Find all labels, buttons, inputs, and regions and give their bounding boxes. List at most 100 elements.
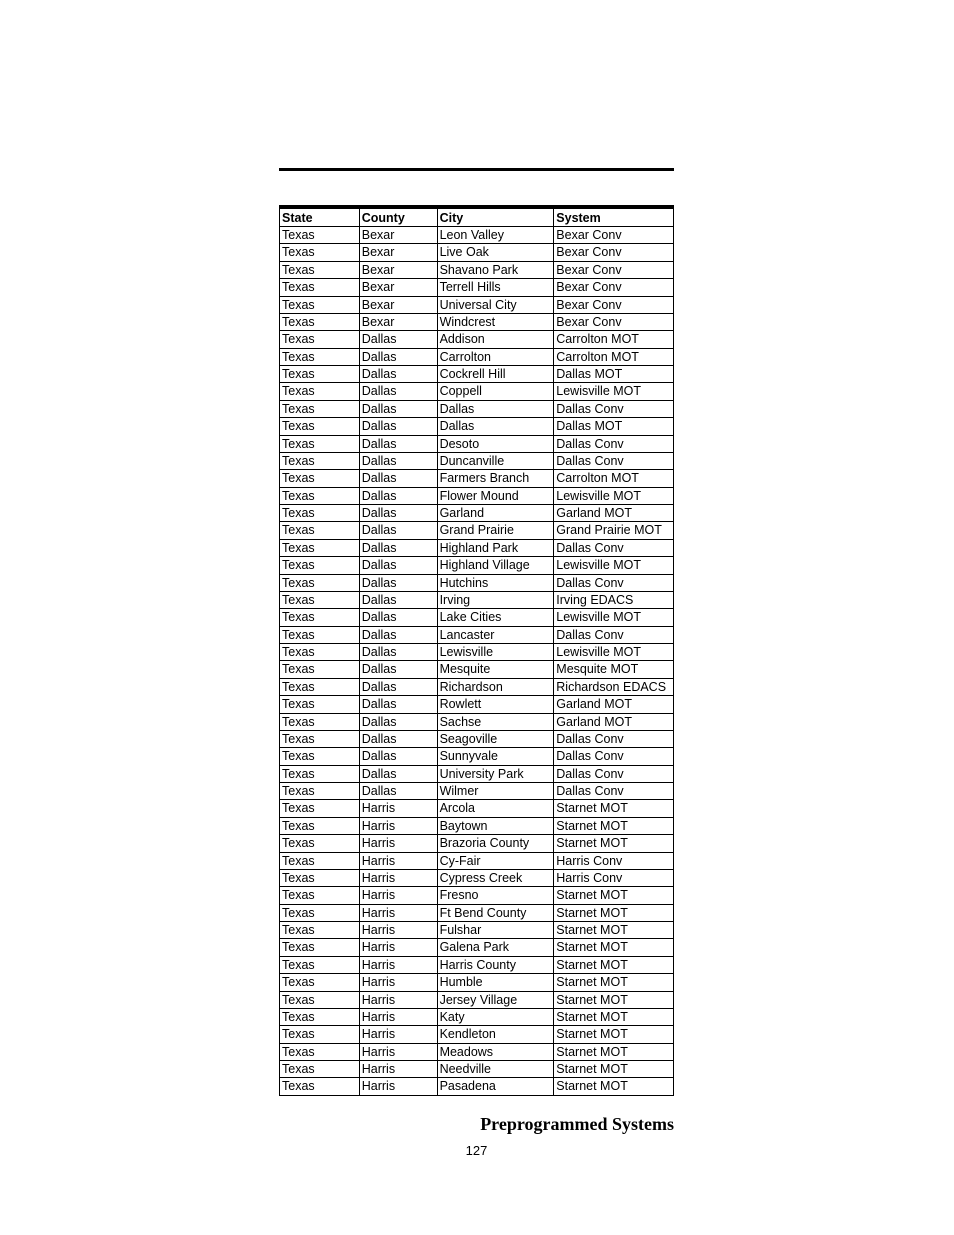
table-row: TexasHarrisJersey VillageStarnet MOT [280,991,674,1008]
table-cell: Dallas [359,366,437,383]
table-cell: Dallas MOT [554,366,674,383]
table-cell: Dallas [359,522,437,539]
table-cell: Bexar [359,227,437,244]
table-cell: Texas [280,730,360,747]
table-cell: Texas [280,418,360,435]
table-row: TexasDallasSunnyvaleDallas Conv [280,748,674,765]
table-row: TexasDallasDuncanvilleDallas Conv [280,452,674,469]
table-cell: Mesquite MOT [554,661,674,678]
table-row: TexasHarrisFulsharStarnet MOT [280,922,674,939]
table-row: TexasDallasUniversity ParkDallas Conv [280,765,674,782]
table-cell: Dallas [359,505,437,522]
table-cell: Texas [280,244,360,261]
table-cell: Texas [280,470,360,487]
table-cell: Texas [280,713,360,730]
table-cell: Desoto [437,435,554,452]
table-cell: Lewisville MOT [554,383,674,400]
table-cell: Harris Conv [554,852,674,869]
table-cell: Dallas [359,383,437,400]
table-row: TexasHarrisArcolaStarnet MOT [280,800,674,817]
table-cell: Dallas [359,574,437,591]
table-cell: Dallas MOT [554,418,674,435]
table-row: TexasHarrisHumbleStarnet MOT [280,974,674,991]
table-cell: Harris [359,922,437,939]
table-row: TexasHarrisMeadowsStarnet MOT [280,1043,674,1060]
table-cell: Texas [280,1061,360,1078]
table-cell: Texas [280,678,360,695]
table-cell: Texas [280,383,360,400]
table-cell: Texas [280,1008,360,1025]
table-cell: Harris [359,817,437,834]
table-cell: Bexar Conv [554,279,674,296]
table-cell: Cy-Fair [437,852,554,869]
table-cell: Texas [280,591,360,608]
table-cell: Highland Village [437,557,554,574]
table-cell: Sachse [437,713,554,730]
table-cell: Harris [359,1043,437,1060]
table-cell: Texas [280,296,360,313]
table-cell: Starnet MOT [554,1043,674,1060]
table-row: TexasHarrisFresnoStarnet MOT [280,887,674,904]
header-city: City [437,209,554,227]
table-cell: Irving EDACS [554,591,674,608]
table-cell: Starnet MOT [554,817,674,834]
table-cell: Texas [280,609,360,626]
table-cell: Harris [359,800,437,817]
table-cell: Dallas Conv [554,435,674,452]
table-cell: Carrolton MOT [554,331,674,348]
table-cell: Starnet MOT [554,991,674,1008]
table-cell: Galena Park [437,939,554,956]
table-row: TexasDallasLancasterDallas Conv [280,626,674,643]
table-cell: Texas [280,765,360,782]
table-cell: Texas [280,991,360,1008]
table-cell: Dallas Conv [554,730,674,747]
table-cell: Dallas Conv [554,452,674,469]
table-cell: Dallas [359,591,437,608]
table-cell: Dallas [359,713,437,730]
table-cell: Texas [280,835,360,852]
table-cell: Texas [280,626,360,643]
table-row: TexasDallasMesquiteMesquite MOT [280,661,674,678]
table-cell: Lake Cities [437,609,554,626]
table-row: TexasDallasRowlettGarland MOT [280,696,674,713]
table-row: TexasDallasHutchinsDallas Conv [280,574,674,591]
table-cell: Starnet MOT [554,1008,674,1025]
table-cell: Bexar [359,244,437,261]
table-row: TexasHarrisKendletonStarnet MOT [280,1026,674,1043]
table-row: TexasDallasDallasDallas Conv [280,400,674,417]
table-cell: Fresno [437,887,554,904]
table-cell: Dallas [437,400,554,417]
header-system: System [554,209,674,227]
table-cell: Lewisville MOT [554,609,674,626]
table-cell: Dallas [359,661,437,678]
table-cell: Harris [359,869,437,886]
table-cell: Duncanville [437,452,554,469]
table-cell: Wilmer [437,783,554,800]
table-cell: Dallas Conv [554,400,674,417]
table-row: TexasHarrisPasadenaStarnet MOT [280,1078,674,1095]
table-cell: Harris [359,887,437,904]
table-cell: Texas [280,887,360,904]
table-cell: Dallas [359,435,437,452]
table-cell: Sunnyvale [437,748,554,765]
table-cell: Dallas [359,487,437,504]
table-cell: Texas [280,852,360,869]
table-cell: Dallas Conv [554,574,674,591]
table-cell: Texas [280,974,360,991]
header-county: County [359,209,437,227]
table-cell: Starnet MOT [554,887,674,904]
table-cell: Lewisville MOT [554,557,674,574]
table-cell: Texas [280,227,360,244]
table-cell: Starnet MOT [554,1061,674,1078]
table-row: TexasHarrisBrazoria CountyStarnet MOT [280,835,674,852]
table-cell: Irving [437,591,554,608]
table-row: TexasDallasHighland VillageLewisville MO… [280,557,674,574]
table-cell: Starnet MOT [554,835,674,852]
table-cell: Farmers Branch [437,470,554,487]
table-cell: Bexar [359,279,437,296]
table-body: TexasBexarLeon ValleyBexar ConvTexasBexa… [280,227,674,1096]
table-row: TexasBexarTerrell HillsBexar Conv [280,279,674,296]
table-cell: Live Oak [437,244,554,261]
table-cell: Texas [280,956,360,973]
table-cell: Dallas [359,452,437,469]
